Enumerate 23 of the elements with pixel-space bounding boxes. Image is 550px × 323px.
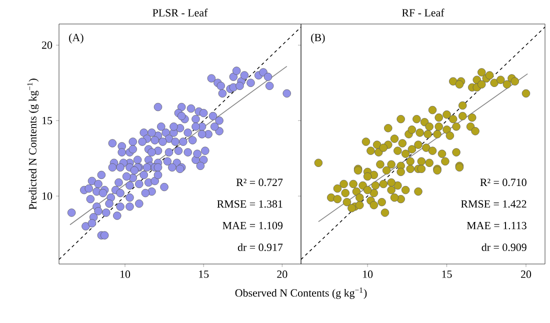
y-tick-label: 15 — [42, 116, 52, 124]
annotation: RMSE = 1.422 — [461, 200, 526, 208]
annotation: R² = 0.727 — [236, 178, 283, 186]
annotation: (B) — [311, 34, 325, 44]
x-tick-label: 10 — [363, 270, 373, 278]
x-axis-title: Observed N Contents (g kg$^{−1}$) — [235, 288, 367, 299]
x-tick-label: 15 — [199, 270, 209, 278]
x-tick-label: 10 — [120, 270, 130, 278]
y-tick-label: 20 — [42, 41, 52, 49]
annotation: R² = 0.710 — [480, 178, 526, 186]
annotation: dr = 0.917 — [238, 243, 283, 252]
chart-title: PLSR - Leaf — [152, 8, 208, 16]
annotation: (A) — [69, 34, 84, 44]
annotation: dr = 0.909 — [482, 243, 526, 252]
chart-title: RF - Leaf — [402, 8, 444, 16]
y-tick-label: 10 — [42, 192, 52, 200]
y-axis-title: Predicted N Contents (g kg$^{−1}$) — [27, 78, 39, 210]
x-tick-label: 20 — [521, 270, 532, 278]
annotation: MAE = 1.113 — [466, 222, 526, 230]
x-tick-label: 20 — [277, 270, 288, 278]
annotation: MAE = 1.109 — [222, 222, 283, 230]
annotation: RMSE = 1.381 — [217, 200, 282, 208]
x-tick-label: 15 — [442, 270, 452, 278]
